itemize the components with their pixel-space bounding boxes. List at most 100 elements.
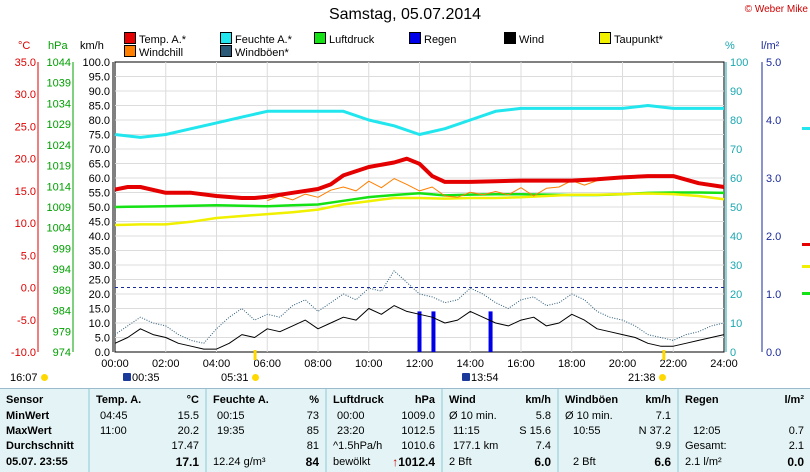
max-time: 11:00: [100, 425, 127, 437]
hpa_ticks-tick: 1009: [47, 202, 71, 214]
legend-label: Temp. A.*: [139, 34, 187, 46]
unit-hpa: hPa: [48, 40, 68, 52]
legend-windchill: Windchill: [124, 45, 183, 59]
kmh_ticks-tick: 10.0: [89, 318, 110, 330]
celsius_ticks-tick: -10.0: [11, 347, 36, 359]
time-tick-label: 16:00: [507, 358, 535, 370]
col-title: Windböen: [565, 394, 619, 406]
legend-label: Regen: [424, 34, 457, 46]
legend-label: Luftdruck: [329, 34, 375, 46]
kmh_ticks-tick: 75.0: [89, 130, 110, 142]
rain-bar: [431, 311, 436, 352]
abs-humidity: 12.24 g/m³: [213, 456, 266, 468]
col-unit: l/m²: [784, 394, 804, 406]
time-tick-label: 02:00: [152, 358, 180, 370]
celsius_ticks-tick: 25.0: [15, 121, 36, 133]
legend-swatch: [599, 32, 611, 44]
col-unit: °C: [186, 394, 199, 406]
celsius_ticks-tick: 20.0: [15, 154, 36, 166]
kmh_ticks-tick: 35.0: [89, 246, 110, 258]
celsius_ticks-tick: 30.0: [15, 89, 36, 101]
kmh_ticks-tick: 5.0: [95, 333, 110, 345]
stats-col-feuchte: Feuchte A. % 00:15 73 19:35 85 81 12.24 …: [205, 389, 325, 472]
hpa_ticks-tick: 1024: [47, 140, 71, 152]
legend-label: Feuchte A.*: [235, 34, 292, 46]
legend-regen: Regen: [409, 32, 457, 46]
kmh_ticks-tick: 55.0: [89, 188, 110, 200]
trend-arrow-icon: ↑: [392, 455, 399, 469]
series-feuchte: [114, 104, 724, 139]
percent_ticks-tick: 50: [730, 202, 742, 214]
legend-swatch: [314, 32, 326, 44]
hpa_ticks-tick: 1019: [47, 161, 71, 173]
kmh_ticks-tick: 30.0: [89, 260, 110, 272]
col-title: Temp. A.: [96, 394, 142, 406]
min-value: 73: [306, 410, 319, 422]
unit-percent: %: [725, 40, 735, 52]
stats-col-regen: Regen l/m² 12:05 0.7 Gesamt: 2.1 2.1 l/m…: [677, 389, 810, 472]
moon-icon: [123, 373, 131, 381]
current-value: 6.0: [534, 455, 551, 469]
total-label: Gesamt:: [685, 440, 727, 452]
legend-temp: Temp. A.*: [124, 32, 187, 46]
unit-lm2: l/m²: [761, 40, 780, 52]
max-time: 19:35: [217, 425, 245, 437]
right-marker: [802, 265, 810, 268]
sunset-time: 21:38: [628, 372, 666, 384]
stats-col-luftdruck: Luftdruck hPa 00:00 1009.0 23:20 1012.5 …: [325, 389, 441, 472]
legend-swatch: [124, 45, 136, 57]
kmh_ticks-tick: 70.0: [89, 144, 110, 156]
series-wind: [114, 305, 725, 350]
current-value: 17.1: [175, 455, 199, 469]
current-value: 1012.4: [398, 455, 435, 469]
kmh_ticks-tick: 25.0: [89, 275, 110, 287]
col-title: Feuchte A.: [213, 394, 269, 406]
row-label-now: 05.07. 23:55: [6, 456, 68, 468]
moonset-time: 00:35: [123, 372, 160, 384]
beaufort: 2 Bft: [573, 456, 596, 468]
legend-label: Wind: [519, 34, 545, 46]
hpa_ticks-tick: 1034: [47, 98, 71, 110]
legend-label: Windböen*: [235, 47, 289, 59]
hpa_ticks-tick: 979: [53, 326, 71, 338]
col-unit: %: [309, 394, 319, 406]
time-tick-label: 24:00: [710, 358, 738, 370]
sun-marker: [662, 350, 666, 360]
kmh_ticks-tick: 0.0: [95, 347, 110, 359]
hpa_ticks-tick: 1004: [47, 223, 71, 235]
series-taupunkt: [114, 192, 725, 227]
weather-chart: 35.0 30.0 25.0 20.0 15.0 10.0 5.0 0.0 -5.0 -10.0 1…: [11, 57, 810, 370]
rain-bar: [488, 311, 493, 352]
percent_ticks-tick: 90: [730, 86, 742, 98]
min-value: 7.1: [655, 410, 671, 422]
time-tick-label: 14:00: [456, 358, 484, 370]
max-value: N 37.2: [638, 425, 671, 437]
row-label-min: MinWert: [6, 410, 50, 422]
hpa_ticks-tick: 1029: [47, 119, 71, 131]
time-tick-label: 08:00: [304, 358, 332, 370]
time-tick-label: 10:00: [355, 358, 383, 370]
left-time: 16:07: [10, 372, 48, 384]
unit-kmh: km/h: [80, 40, 104, 52]
current-value: 84: [305, 455, 319, 469]
max-time: 23:20: [337, 425, 365, 437]
percent_ticks-tick: 30: [730, 260, 742, 272]
row-label-sensor: Sensor: [6, 394, 44, 406]
max-time: 12:05: [693, 425, 721, 437]
today-total: 2.1 l/m²: [685, 456, 722, 468]
col-unit: km/h: [525, 394, 551, 406]
min-time: 00:15: [217, 410, 245, 422]
time-tick-label: 04:00: [203, 358, 231, 370]
stats-col-boeen: Windböen km/h Ø 10 min. 7.1 10:55 N 37.2…: [557, 389, 677, 472]
lm2_ticks-tick: 5.0: [766, 57, 781, 69]
series-windboeen: [114, 270, 725, 344]
col-title: Wind: [449, 394, 476, 406]
sun-icon: [40, 374, 48, 381]
percent_ticks-tick: 40: [730, 231, 742, 243]
unit-celsius: °C: [18, 40, 31, 52]
avg-value: 17.47: [171, 440, 199, 452]
min-value: 5.8: [535, 410, 551, 422]
current-value: 6.6: [654, 455, 671, 469]
percent_ticks-tick: 80: [730, 115, 742, 127]
series-windchill: [267, 178, 598, 202]
